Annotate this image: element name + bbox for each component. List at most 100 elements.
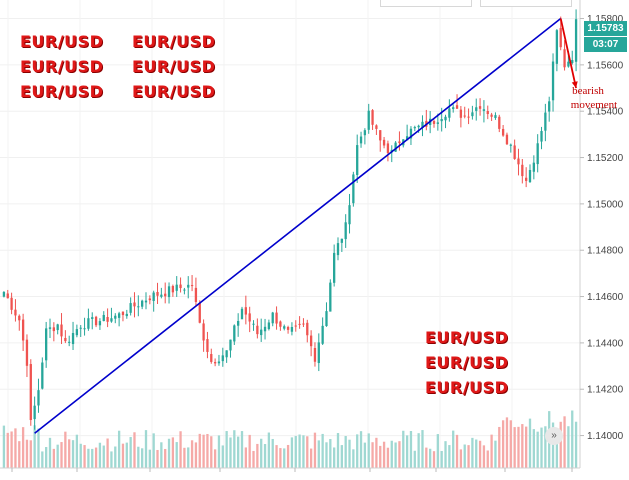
candle-body bbox=[551, 61, 555, 101]
candle-body bbox=[102, 314, 105, 322]
candle-body bbox=[141, 300, 144, 307]
candle-body bbox=[574, 19, 578, 62]
volume-bar bbox=[10, 431, 13, 468]
candle-body bbox=[386, 143, 390, 153]
candle-body bbox=[225, 350, 228, 358]
watermark-text: EUR/USD bbox=[20, 82, 104, 101]
y-tick-label: 1.14000 bbox=[587, 431, 624, 442]
candle-body bbox=[548, 101, 551, 112]
volume-bar bbox=[425, 447, 428, 468]
candle-body bbox=[340, 238, 343, 243]
candle-body bbox=[87, 318, 90, 329]
candle-body bbox=[379, 130, 382, 141]
volume-bar bbox=[536, 431, 539, 468]
annotation-bearish: bearish bbox=[565, 84, 611, 98]
volume-bar bbox=[509, 420, 512, 468]
volume-bar bbox=[91, 448, 94, 468]
candle-body bbox=[321, 325, 324, 344]
candle-body bbox=[221, 355, 224, 362]
candle-body bbox=[302, 323, 305, 325]
candle-body bbox=[64, 337, 67, 342]
volume-bar bbox=[371, 442, 374, 468]
candle-body bbox=[106, 317, 109, 322]
candle-body bbox=[306, 322, 309, 336]
volume-bar bbox=[141, 448, 144, 468]
volume-bar bbox=[379, 445, 382, 468]
volume-bar bbox=[478, 440, 482, 468]
candle-body bbox=[555, 30, 559, 64]
candle-body bbox=[202, 323, 205, 341]
candle-body bbox=[18, 315, 21, 321]
candle-body bbox=[325, 311, 328, 327]
volume-bar bbox=[6, 432, 9, 468]
candle-body bbox=[52, 327, 55, 332]
volume-bar bbox=[398, 441, 401, 468]
watermark-text: EUR/USD bbox=[20, 57, 104, 76]
trend-line bbox=[34, 17, 562, 434]
volume-bar bbox=[394, 442, 397, 468]
price-axis: 1.15800 1.15600 1.15400 1.15200 1.15000 1.148… bbox=[580, 14, 624, 442]
volume-bar bbox=[21, 427, 25, 468]
candle-body bbox=[509, 144, 512, 146]
candle-body bbox=[190, 285, 194, 287]
volume-bar bbox=[206, 433, 209, 468]
volume-bar bbox=[183, 447, 186, 468]
volume-bar bbox=[429, 448, 432, 468]
watermark-text: EUR/USD bbox=[425, 353, 509, 372]
candle-body bbox=[260, 329, 263, 336]
volume-bar bbox=[501, 420, 505, 468]
candle-body bbox=[56, 324, 59, 331]
candle-body bbox=[71, 332, 75, 345]
candle-body bbox=[455, 105, 459, 109]
volume-bar bbox=[87, 448, 90, 468]
volume-bar bbox=[494, 440, 497, 468]
candle-body bbox=[6, 293, 9, 299]
volume-bar bbox=[64, 431, 67, 468]
candle-body bbox=[544, 112, 547, 131]
candle-body bbox=[486, 111, 489, 115]
candle-countdown-tag: 03:07 bbox=[584, 37, 627, 52]
candle-body bbox=[33, 405, 36, 420]
volume-bar bbox=[167, 438, 171, 468]
watermark-text: EUR/USD bbox=[425, 378, 509, 397]
volume-bar bbox=[459, 449, 463, 468]
candle-body bbox=[175, 284, 178, 291]
volume-bar bbox=[37, 428, 40, 468]
volume-bar bbox=[513, 427, 516, 468]
arrow-shaft bbox=[559, 18, 577, 89]
volume-bar bbox=[302, 435, 305, 468]
volume-bar bbox=[517, 426, 520, 468]
volume-bar bbox=[263, 444, 267, 468]
volume-bar bbox=[94, 447, 98, 468]
double-chevron-right-icon[interactable]: » bbox=[545, 427, 563, 445]
candle-body bbox=[567, 61, 570, 67]
y-tick-label: 1.14800 bbox=[587, 246, 624, 257]
volume-bar bbox=[187, 447, 190, 468]
candle-body bbox=[75, 329, 79, 336]
volume-bar bbox=[317, 440, 320, 468]
volume-bar bbox=[117, 430, 121, 468]
volume-bar bbox=[551, 422, 555, 468]
candle-body bbox=[171, 286, 175, 293]
volume-bar bbox=[267, 432, 271, 468]
volume-bar bbox=[56, 444, 59, 468]
volume-bar bbox=[436, 434, 439, 468]
candle-body bbox=[41, 362, 44, 389]
volume-bar bbox=[160, 442, 163, 468]
candle-body bbox=[409, 128, 413, 139]
volume-bar bbox=[390, 440, 393, 468]
candle-body bbox=[329, 282, 332, 312]
volume-bar bbox=[467, 445, 470, 468]
candle-body bbox=[421, 121, 424, 128]
volume-bar bbox=[417, 433, 420, 468]
watermark-text: EUR/USD bbox=[425, 328, 509, 347]
candle-body bbox=[25, 339, 29, 366]
volume-bar bbox=[413, 450, 416, 468]
volume-bar bbox=[359, 431, 363, 468]
y-tick-label: 1.14400 bbox=[587, 338, 624, 349]
candle-body bbox=[275, 312, 278, 324]
volume-bar bbox=[279, 448, 282, 468]
volume-bar bbox=[152, 433, 155, 468]
candle-body bbox=[536, 143, 539, 165]
candle-body bbox=[160, 294, 163, 297]
